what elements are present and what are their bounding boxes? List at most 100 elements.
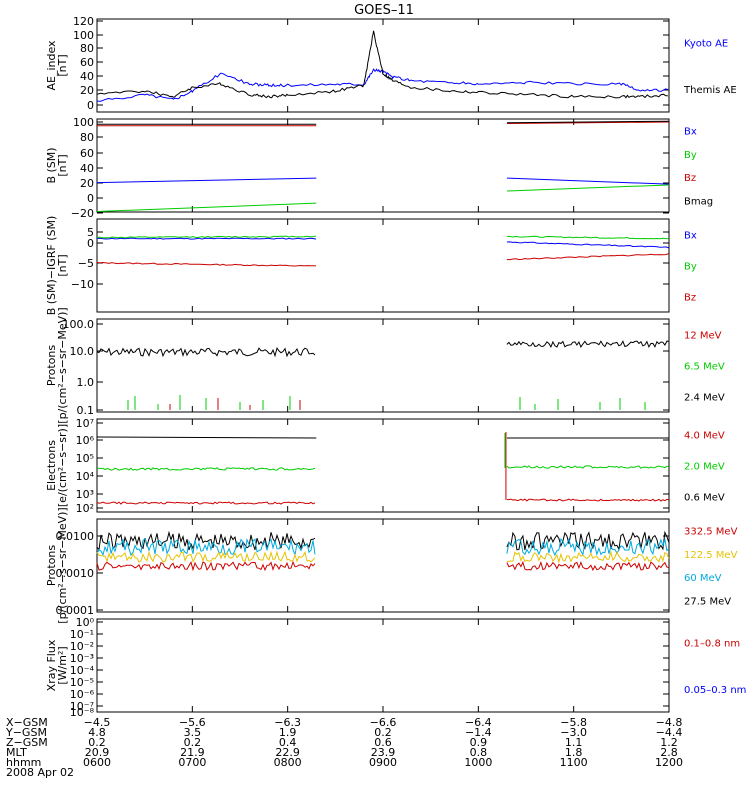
y-tick-label: 10⁻¹: [70, 628, 94, 641]
electron-line-0-6mev: [96, 436, 317, 439]
panel-frame: [96, 18, 670, 113]
footer-value: 0600: [83, 756, 111, 769]
legend-entry: 4.0 MeV: [684, 431, 725, 442]
footer-value: 0.2: [184, 736, 202, 749]
hiproton-line-332-5mev: [506, 560, 669, 572]
y-tick-label: 10⁻⁸: [70, 706, 95, 719]
hiproton-line-60mev: [96, 537, 316, 557]
legend-entry: 2.4 MeV: [684, 393, 725, 404]
proton-line-12mev: [169, 398, 301, 410]
legend-entry: Bmag: [684, 196, 713, 207]
footer-value: 21.9: [180, 746, 205, 759]
y-axis-label: AE_index: [45, 40, 58, 91]
hiproton-line-332-5mev: [96, 560, 316, 572]
y-axis-label: Protons: [45, 345, 58, 386]
footer-value: 1000: [464, 756, 492, 769]
y-tick-label: 10⁻⁷: [70, 700, 94, 713]
legend-entry: Themis AE: [683, 85, 737, 96]
footer-value: 0.4: [279, 736, 297, 749]
footer-value: 2.8: [660, 746, 678, 759]
y-axis-label: [W/m²]: [56, 646, 69, 684]
y-tick-label: 10²: [76, 502, 94, 515]
footer-value: −6.4: [465, 716, 492, 729]
bsm-line-by: [96, 202, 317, 212]
footer-value: 0900: [369, 756, 397, 769]
y-tick-label: 80: [80, 131, 94, 144]
footer-value: 1.9: [279, 726, 297, 739]
igrf-line-bx: [506, 241, 670, 249]
bsm-line-bz: [506, 121, 670, 125]
y-axis-label: B (SM): [45, 147, 58, 183]
y-tick-label: 10⁰: [76, 616, 95, 629]
y-axis-label: [nT]: [56, 54, 69, 76]
panel-frame: [96, 418, 670, 513]
date-label: 2008 Apr 02: [6, 766, 74, 779]
y-tick-label: −5: [78, 257, 94, 270]
legend-entry: Bx: [684, 231, 697, 242]
footer-row-label: MLT: [6, 746, 27, 759]
footer-value: 4.8: [88, 726, 106, 739]
y-tick-label: 10⁻⁶: [70, 688, 95, 701]
legend-entry: 2.0 MeV: [684, 462, 725, 473]
footer-value: 22.9: [275, 746, 300, 759]
y-tick-label: 0.0001: [56, 604, 95, 617]
legend-entry: 6.5 MeV: [684, 362, 725, 373]
y-axis-label: Protons: [45, 545, 58, 586]
hiproton-line-122-5mev: [96, 550, 316, 563]
y-tick-label: 20: [80, 177, 94, 190]
legend-entry: 0.1–0.8 nm: [684, 638, 740, 649]
legend-entry: Bz: [684, 173, 696, 184]
y-tick-label: 80: [80, 42, 94, 55]
footer-value: 1.8: [565, 746, 583, 759]
bsm-line-bx: [506, 177, 670, 185]
panel-bigrf: 50 −5 −10 B (SM)−IGRF (SM)[nT] Bx By Bz: [45, 216, 697, 316]
panel-frame: [96, 218, 670, 313]
ae-line-themis-ae: [96, 30, 668, 99]
hiproton-line-27-5mev: [96, 530, 316, 551]
y-tick-label: 120: [73, 15, 94, 28]
footer-value: 0.2: [374, 726, 392, 739]
igrf-line-bz: [96, 261, 317, 267]
footer-value: 0.2: [88, 736, 106, 749]
y-tick-label: 10⁻²: [70, 640, 94, 653]
legend-entry: 0.05–0.3 nm: [684, 685, 746, 696]
y-axis-label: [nT]: [56, 154, 69, 176]
electron-line-4-0mev: [96, 501, 316, 505]
y-tick-label: 10⁶: [76, 434, 95, 447]
y-axis-label: [e/(cm²−s−sr)]: [56, 424, 69, 507]
footer-value: 1.1: [565, 736, 583, 749]
footer-value: 0800: [274, 756, 302, 769]
y-tick-label: 5: [87, 226, 94, 239]
y-axis-label: [p/(cm²−s−sr−MeV)]: [56, 507, 69, 623]
footer-value: −4.4: [656, 726, 683, 739]
hiproton-line-60mev: [506, 537, 670, 557]
y-tick-label: 0.0100: [56, 530, 95, 543]
footer-value: 3.5: [184, 726, 202, 739]
y-axis-label: Electrons: [45, 440, 58, 491]
proton-line-2-4mev: [506, 340, 669, 349]
y-tick-label: 60: [80, 56, 94, 69]
panel-protons: 100.0 10.0 1.0 0.1 Protons[p/(cm²−s−sr−MeV)]…: [45, 307, 725, 423]
footer-value: 23.9: [371, 746, 396, 759]
legend-entry: Bz: [684, 293, 696, 304]
legend-entry: 0.6 MeV: [684, 493, 725, 504]
igrf-line-bx: [96, 237, 317, 240]
y-tick-label: −20: [71, 207, 94, 220]
electron-line-4-0mev: [506, 498, 670, 502]
y-axis-label: [nT]: [56, 254, 69, 276]
footer-value: −4.8: [656, 716, 683, 729]
y-tick-label: 60: [80, 147, 94, 160]
panel-hiprotons: 0.0100 0.0010 0.0001 Protons[p/(cm²−s−sr−Me…: [45, 507, 738, 623]
bsm-line-by: [506, 184, 670, 192]
y-axis-label: Xray Flux: [45, 639, 58, 691]
y-tick-label: 40: [80, 162, 94, 175]
footer-value: 0700: [178, 756, 206, 769]
legend-entry: Kyoto AE: [684, 38, 728, 49]
hiproton-line-27-5mev: [506, 530, 670, 551]
panel-frame: [96, 318, 670, 413]
y-axis-label: [p/(cm²−s−sr−MeV)]: [56, 307, 69, 423]
